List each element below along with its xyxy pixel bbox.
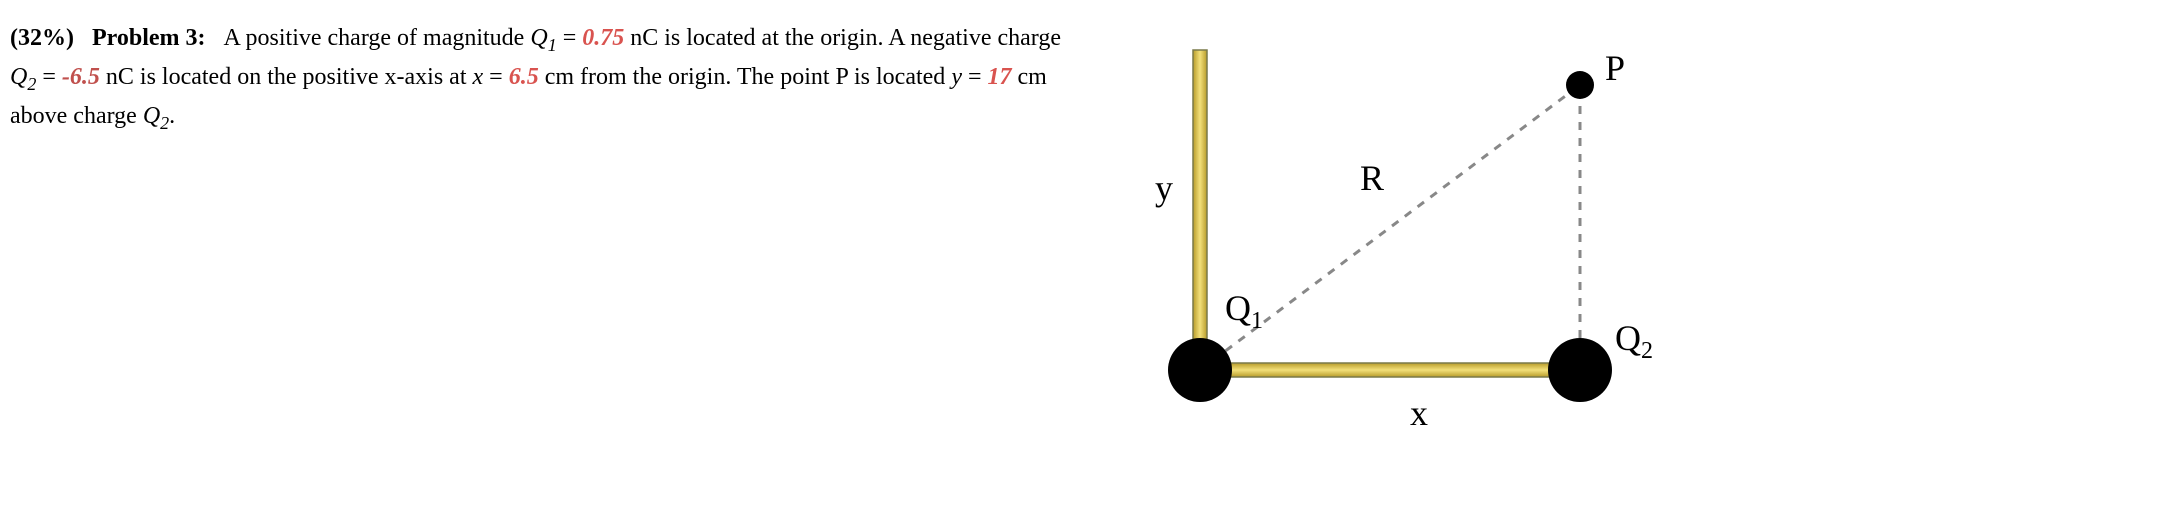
q2-sub: 2	[27, 74, 36, 94]
q1-val: 0.75	[582, 25, 624, 51]
label-R: R	[1360, 158, 1384, 198]
label-Q1: Q1	[1225, 288, 1263, 334]
x-val: 6.5	[509, 64, 539, 90]
y-var: y	[951, 64, 962, 90]
y-val: 17	[988, 64, 1012, 90]
x-unit: cm	[545, 64, 574, 90]
problem-label: Problem 3:	[92, 25, 206, 51]
x-var: x	[473, 64, 484, 90]
y-axis	[1193, 50, 1207, 370]
q2-var: Q	[10, 64, 27, 90]
q1-unit: nC	[630, 25, 658, 51]
diagram-svg: P R y x Q1 Q2	[1110, 30, 1670, 430]
point-P	[1566, 71, 1594, 99]
charge-Q1	[1168, 338, 1232, 402]
y-unit: cm	[1018, 64, 1047, 90]
diagram: P R y x Q1 Q2	[1110, 30, 1670, 430]
charge-Q2	[1548, 338, 1612, 402]
x-axis	[1200, 363, 1580, 377]
label-Q2: Q2	[1615, 318, 1653, 364]
label-y: y	[1155, 168, 1173, 208]
problem-text: (32%) Problem 3: A positive charge of ma…	[10, 20, 1070, 136]
q2-val: -6.5	[62, 64, 100, 90]
q2-unit: nC	[106, 64, 134, 90]
q1-var: Q	[530, 25, 547, 51]
label-P: P	[1605, 48, 1625, 88]
label-x: x	[1410, 393, 1428, 430]
q1-sub: 1	[548, 35, 557, 55]
weight-prefix: (32%)	[10, 25, 74, 51]
